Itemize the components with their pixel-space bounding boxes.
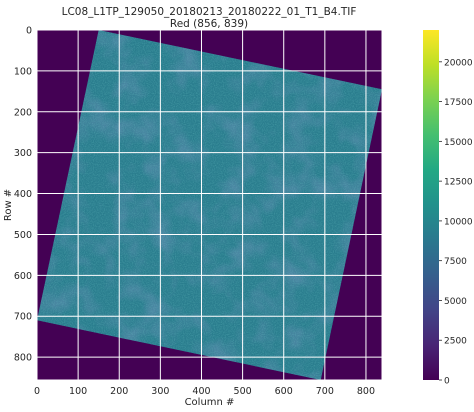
x-axis-ticks: 0 100 200 300 400 500 600 700 800 <box>34 386 375 397</box>
y-axis-ticks: 0 100 200 300 400 500 600 700 800 <box>14 26 32 364</box>
x-tick-label: 300 <box>151 386 169 397</box>
colorbar-tick-label: 2500 <box>444 337 467 347</box>
chart-subtitle: Red (856, 839) <box>170 18 248 30</box>
x-tick-label: 100 <box>69 386 87 397</box>
x-tick-label: 0 <box>34 386 40 397</box>
grid-lines <box>37 30 382 380</box>
x-tick-label: 200 <box>110 386 128 397</box>
y-axis-label: Row # <box>3 189 14 221</box>
colorbar-tick-label: 10000 <box>444 217 473 227</box>
colorbar-tick-label: 20000 <box>444 58 473 68</box>
y-tick-label: 0 <box>26 26 32 37</box>
x-tick-label: 700 <box>316 386 334 397</box>
y-tick-label: 200 <box>14 107 32 118</box>
chart-title: LC08_L1TP_129050_20180213_20180222_01_T1… <box>62 6 357 18</box>
colorbar-tick-label: 15000 <box>444 138 473 148</box>
colorbar-tick-label: 17500 <box>444 98 473 108</box>
y-tick-label: 500 <box>14 230 32 241</box>
y-tick-label: 800 <box>14 353 32 364</box>
plot-area <box>36 29 383 381</box>
colorbar-tick-label: 12500 <box>444 178 473 188</box>
y-tick-label: 700 <box>14 312 32 323</box>
x-tick-label: 800 <box>357 386 375 397</box>
y-tick-label: 600 <box>14 271 32 282</box>
colorbar-ticks: 0 2500 5000 7500 10000 12500 15000 17500 20000 <box>439 58 473 387</box>
y-tick-label: 300 <box>14 148 32 159</box>
colorbar-gradient <box>423 30 439 380</box>
scene-texture-fine <box>37 30 382 380</box>
plot-frame <box>36 29 383 381</box>
colorbar-tick-label: 0 <box>444 377 450 387</box>
y-tick-label: 100 <box>14 66 32 77</box>
colorbar-tick-label: 7500 <box>444 257 467 267</box>
x-tick-label: 400 <box>192 386 210 397</box>
colorbar: 0 2500 5000 7500 10000 12500 15000 17500 20000 <box>423 30 473 387</box>
x-axis-label: Column # <box>185 397 235 408</box>
colorbar-tick-label: 5000 <box>444 297 467 307</box>
x-tick-label: 600 <box>275 386 293 397</box>
x-tick-label: 500 <box>234 386 252 397</box>
y-tick-label: 400 <box>14 189 32 200</box>
